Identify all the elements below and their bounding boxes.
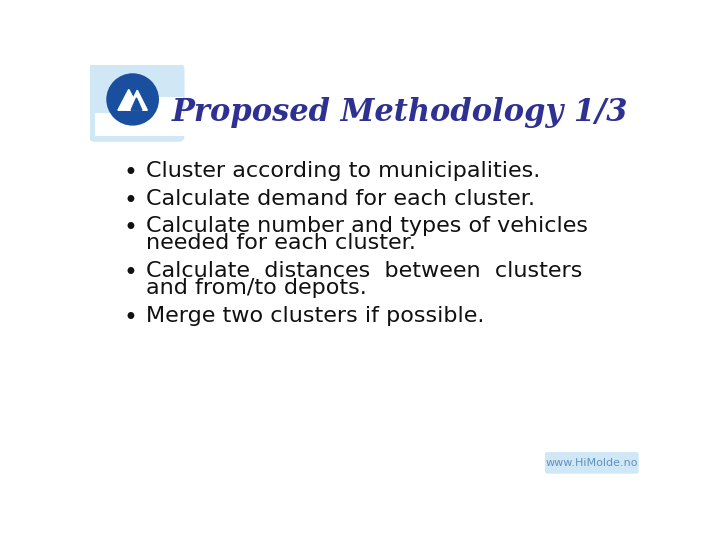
Text: www.HiMolde.no: www.HiMolde.no [546, 458, 639, 468]
Text: •: • [123, 261, 138, 285]
Text: Proposed Methodology 1/3: Proposed Methodology 1/3 [172, 97, 629, 128]
Text: •: • [123, 189, 138, 213]
FancyBboxPatch shape [545, 452, 639, 474]
Text: Calculate demand for each cluster.: Calculate demand for each cluster. [145, 189, 535, 209]
Text: needed for each cluster.: needed for each cluster. [145, 233, 415, 253]
FancyBboxPatch shape [86, 60, 652, 485]
Text: Merge two clusters if possible.: Merge two clusters if possible. [145, 306, 484, 326]
Circle shape [107, 73, 159, 126]
Text: •: • [123, 217, 138, 240]
Text: and from/to depots.: and from/to depots. [145, 278, 366, 298]
Text: •: • [123, 306, 138, 330]
Bar [94, 112, 188, 136]
Text: •: • [123, 161, 138, 185]
Text: Calculate  distances  between  clusters: Calculate distances between clusters [145, 261, 582, 281]
Text: Calculate number and types of vehicles: Calculate number and types of vehicles [145, 217, 588, 237]
Polygon shape [118, 90, 140, 110]
Polygon shape [127, 90, 148, 110]
Text: Cluster according to municipalities.: Cluster according to municipalities. [145, 161, 540, 181]
Polygon shape [131, 98, 142, 110]
Bar [152, 97, 183, 136]
FancyBboxPatch shape [89, 63, 184, 142]
